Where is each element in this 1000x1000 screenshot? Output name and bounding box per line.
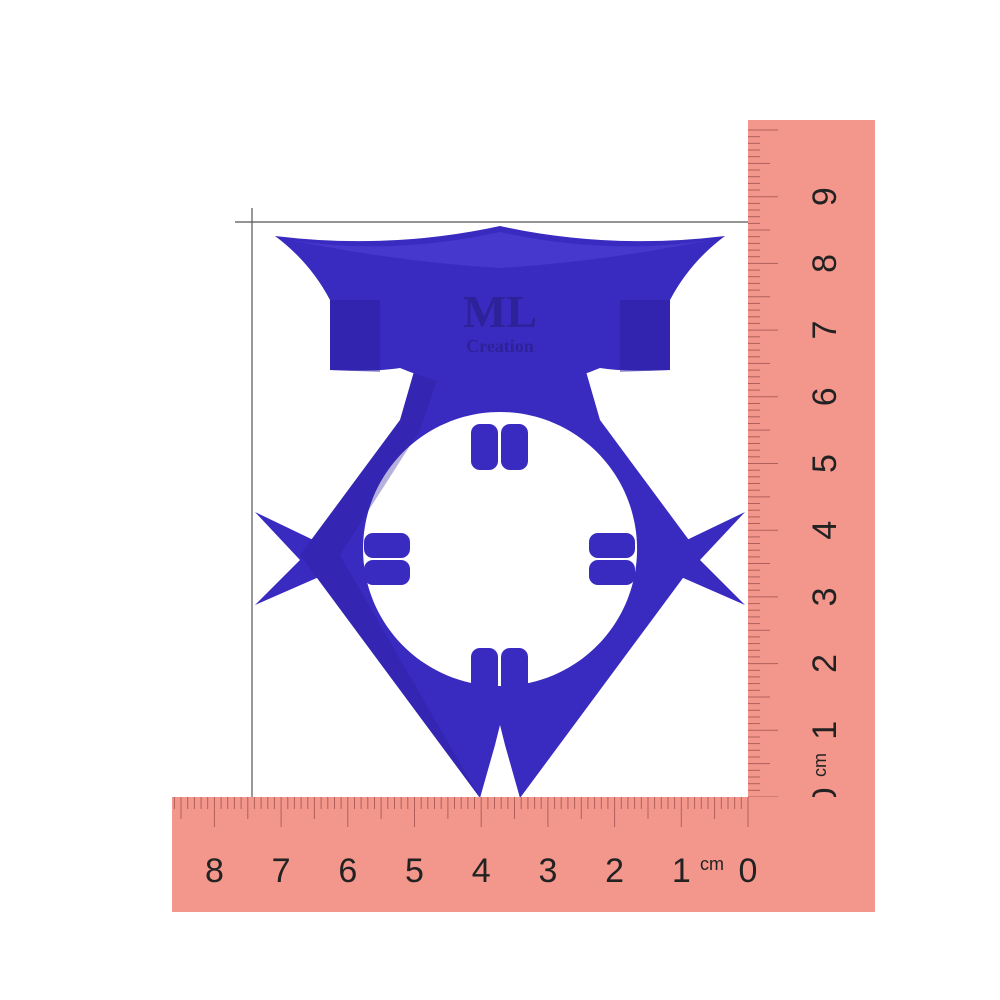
bump-right-top [589, 533, 635, 558]
vertical-ruler-label: 6 [806, 387, 844, 406]
horizontal-ruler-ticks [173, 797, 749, 827]
horizontal-ruler-label: 4 [472, 852, 491, 890]
logo-text: ML [463, 286, 537, 337]
vertical-ruler-unit: cm [810, 753, 830, 777]
top-scoop [275, 226, 725, 392]
logo-subtext: Creation [466, 336, 534, 356]
bump-left-top [364, 533, 410, 558]
horizontal-ruler-label: 8 [205, 852, 224, 890]
vertical-ruler-label: 9 [806, 187, 844, 206]
bump-top-left [471, 424, 498, 470]
bump-bottom-right [501, 648, 528, 694]
horizontal-ruler-label: 1 [672, 852, 691, 890]
product-ring: ML Creation [255, 226, 745, 798]
vertical-ruler-label: 5 [806, 454, 844, 473]
vertical-ruler-labels: 0123456789 [806, 187, 844, 806]
horizontal-ruler-label: 5 [405, 852, 424, 890]
horizontal-ruler-body [172, 797, 875, 912]
horizontal-ruler-labels: 8 7 6 5 4 3 2 1 0 [205, 852, 758, 890]
horizontal-ruler-label: 7 [272, 852, 291, 890]
vertical-ruler: 0123456789 cm [748, 120, 875, 806]
horizontal-ruler-unit: cm [700, 854, 724, 874]
vertical-ruler-label: 4 [806, 521, 844, 540]
measurement-guides [235, 208, 750, 800]
ring-bumps [364, 424, 635, 694]
scoop-highlight [290, 232, 710, 268]
bump-top-right [501, 424, 528, 470]
vertical-ruler-label: 2 [806, 654, 844, 673]
bump-right-bottom [589, 560, 635, 585]
horizontal-ruler-label: 0 [739, 852, 758, 890]
vertical-ruler-label: 8 [806, 254, 844, 273]
vertical-ruler-body [748, 120, 875, 800]
vertical-ruler-label: 3 [806, 587, 844, 606]
horizontal-ruler-label: 6 [338, 852, 357, 890]
bump-left-bottom [364, 560, 410, 585]
bump-bottom-left [471, 648, 498, 694]
horizontal-ruler-label: 3 [538, 852, 557, 890]
vertical-ruler-label: 1 [806, 721, 844, 740]
horizontal-ruler-label: 2 [605, 852, 624, 890]
vertical-ruler-label: 7 [806, 321, 844, 340]
diamond-body [300, 368, 700, 798]
scoop-shadow [330, 300, 670, 372]
diamond-shade [300, 368, 480, 798]
horizontal-ruler: 8 7 6 5 4 3 2 1 0 cm [172, 797, 875, 912]
